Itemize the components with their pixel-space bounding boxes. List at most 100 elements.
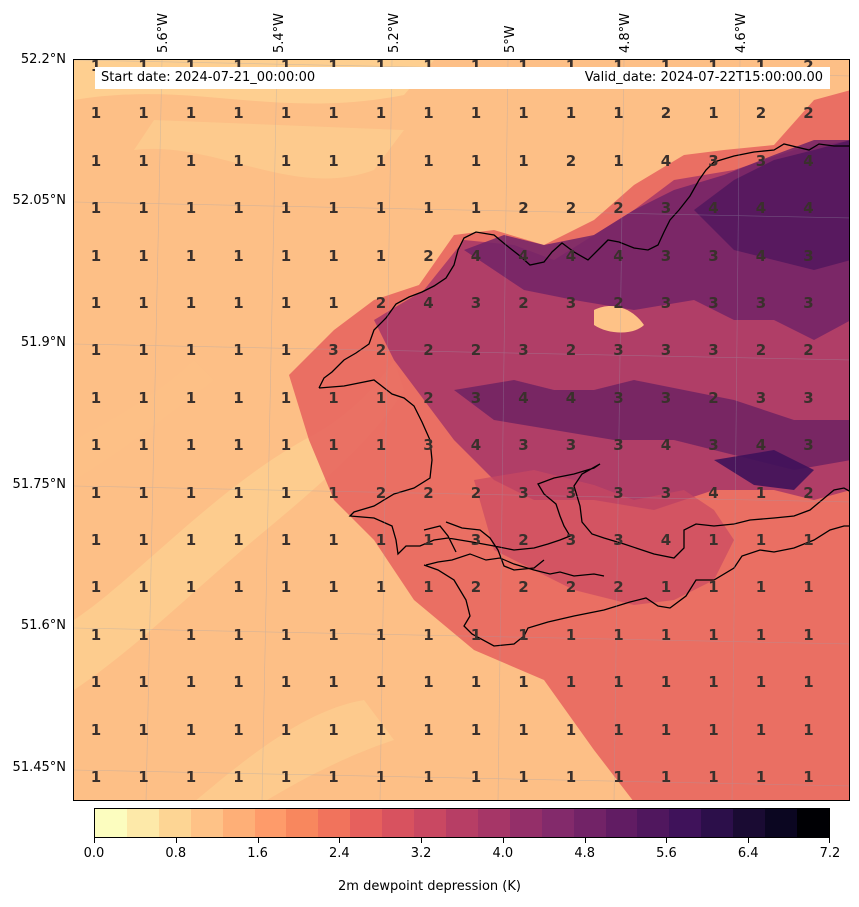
colorbar-swatch — [637, 809, 670, 837]
colorbar-swatch — [158, 809, 191, 837]
grid-value: 2 — [803, 483, 814, 502]
colorbar-swatch — [95, 809, 127, 837]
grid-value: 1 — [375, 625, 387, 644]
map-panel[interactable]: 1 1 1 1 1 1 1 1 1 1 1 1 1 1 1 2 1 1 1 1 1 1 1 1 1 1 1 1 2 1 2 2 1 1 1 1 1 1 1 1… — [73, 59, 850, 801]
colorbar-swatch — [350, 809, 383, 837]
grid-value: 2 — [613, 294, 624, 312]
grid-value: 4 — [470, 246, 482, 265]
map-field — [74, 60, 849, 800]
grid-value: 2 — [708, 388, 719, 407]
grid-value: 1 — [233, 104, 244, 123]
grid-value: 1 — [660, 768, 672, 786]
grid-value: 2 — [613, 199, 624, 218]
grid-value: 1 — [280, 294, 292, 312]
grid-value: 1 — [280, 531, 292, 549]
grid-value: 1 — [138, 673, 149, 692]
colorbar-tick-label: 4.8 — [574, 846, 595, 861]
grid-value: 1 — [708, 104, 719, 123]
grid-value: 1 — [755, 578, 767, 597]
grid-value: 1 — [90, 151, 102, 170]
grid-value: 4 — [755, 246, 767, 265]
colorbar-tick — [666, 838, 668, 843]
grid-value: 4 — [660, 436, 672, 455]
grid-value: 1 — [280, 246, 292, 265]
colorbar-tick — [421, 838, 423, 843]
grid-value: 1 — [328, 104, 339, 123]
grid-value: 1 — [423, 104, 434, 123]
grid-value: 1 — [423, 768, 434, 786]
grid-value: 1 — [708, 531, 719, 549]
grid-value: 3 — [708, 436, 719, 455]
grid-value: 1 — [565, 720, 577, 739]
grid-value: 3 — [755, 294, 767, 312]
grid-value: 1 — [233, 341, 244, 360]
grid-value: 3 — [660, 341, 672, 360]
colorbar-swatch — [669, 809, 702, 837]
colorbar-swatch — [573, 809, 606, 837]
grid-value: 1 — [233, 483, 244, 502]
grid-value: 2 — [803, 341, 814, 360]
lon-label: 5°W — [503, 25, 518, 53]
grid-value: 2 — [518, 531, 529, 549]
grid-value: 1 — [90, 531, 102, 549]
grid-value: 1 — [233, 673, 244, 692]
grid-value: 2 — [375, 341, 387, 360]
grid-value: 1 — [90, 720, 102, 739]
grid-value: 1 — [423, 625, 434, 644]
grid-value: 1 — [803, 578, 814, 597]
grid-value: 1 — [233, 199, 244, 218]
grid-value: 3 — [660, 199, 672, 218]
grid-value: 4 — [803, 199, 814, 218]
grid-value: 4 — [518, 388, 529, 407]
grid-value: 1 — [185, 768, 197, 786]
grid-value: 1 — [803, 625, 814, 644]
grid-value: 4 — [708, 483, 719, 502]
colorbar-tick — [175, 838, 177, 843]
grid-value: 2 — [423, 246, 434, 265]
grid-value: 2 — [423, 388, 434, 407]
grid-value: 4 — [613, 246, 624, 265]
grid-value: 2 — [755, 104, 767, 123]
colorbar-tick — [339, 838, 341, 843]
grid-value: 1 — [328, 483, 339, 502]
grid-value: 2 — [518, 578, 529, 597]
grid-value: 3 — [518, 483, 529, 502]
grid-value: 3 — [755, 388, 767, 407]
grid-value: 1 — [375, 104, 387, 123]
colorbar-swatch — [477, 809, 510, 837]
grid-value: 1 — [375, 720, 387, 739]
grid-value: 1 — [233, 388, 244, 407]
grid-value: 1 — [423, 720, 434, 739]
grid-value: 4 — [565, 388, 577, 407]
grid-value: 1 — [90, 673, 102, 692]
grid-value: 1 — [90, 388, 102, 407]
colorbar-swatch — [286, 809, 319, 837]
grid-value: 1 — [185, 294, 197, 312]
grid-value: 1 — [138, 531, 149, 549]
grid-value: 2 — [660, 104, 672, 123]
colorbar-swatch — [382, 809, 415, 837]
grid-value: 1 — [90, 768, 102, 786]
colorbar-swatch — [701, 809, 734, 837]
grid-value: 1 — [185, 388, 197, 407]
grid-value: 3 — [708, 294, 719, 312]
colorbar-tick — [502, 838, 504, 843]
grid-value: 1 — [138, 720, 149, 739]
lon-label: 4.6°W — [734, 12, 749, 53]
colorbar-swatch — [605, 809, 638, 837]
grid-value: 1 — [280, 768, 292, 786]
grid-value: 2 — [565, 199, 577, 218]
grid-value: 1 — [280, 341, 292, 360]
grid-value: 2 — [375, 483, 387, 502]
lat-label: 51.75°N — [12, 477, 66, 492]
grid-value: 3 — [613, 483, 624, 502]
grid-value: 1 — [233, 531, 244, 549]
grid-value: 1 — [423, 578, 434, 597]
grid-value: 1 — [233, 151, 244, 170]
lat-label: 51.45°N — [12, 760, 66, 775]
grid-value: 1 — [470, 720, 482, 739]
grid-value: 1 — [375, 578, 387, 597]
grid-value: 4 — [660, 151, 672, 170]
grid-value: 4 — [423, 294, 434, 312]
grid-value: 1 — [185, 483, 197, 502]
